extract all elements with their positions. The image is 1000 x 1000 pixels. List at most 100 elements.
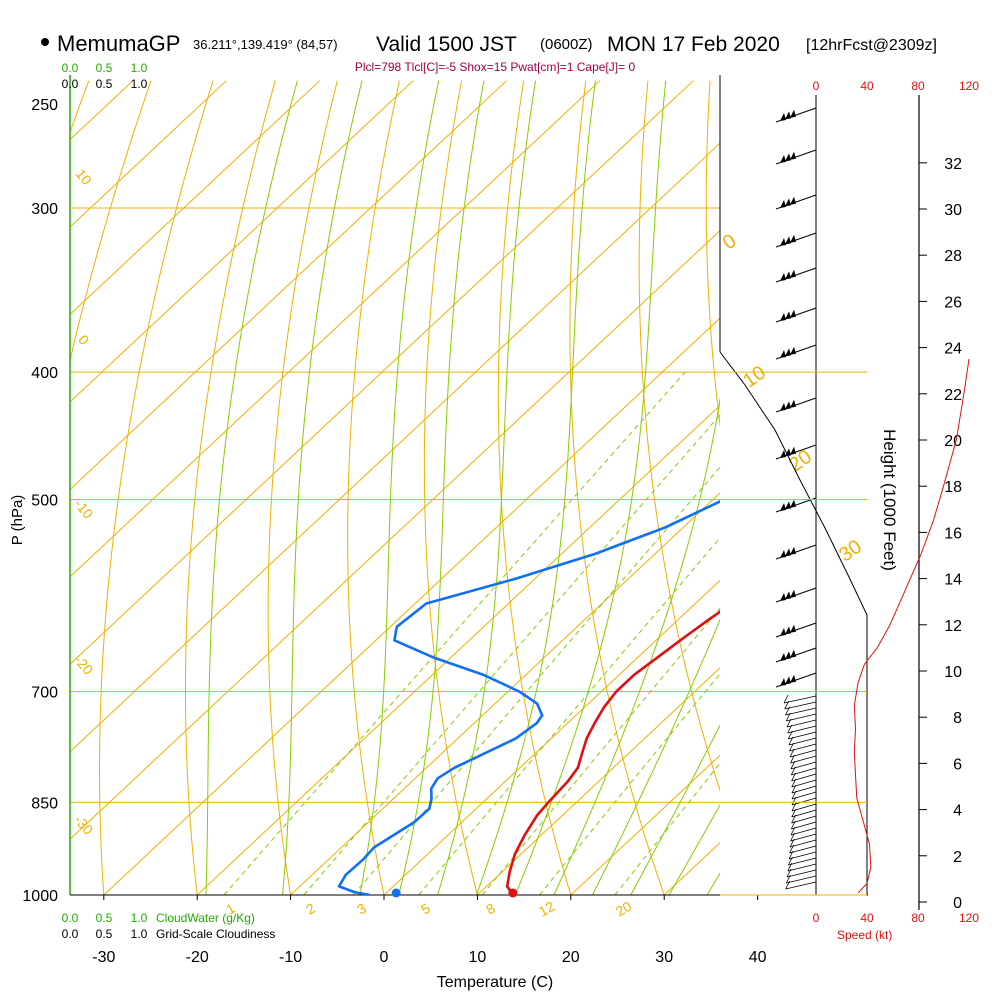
- dewpoint-line: [337, 500, 720, 895]
- mixing-ratio-label: 12: [536, 898, 558, 920]
- surface-temperature-marker: [508, 888, 518, 898]
- pressure-tick-label: 1000: [22, 888, 58, 905]
- wind-barb: [775, 647, 817, 663]
- station-name: MemumaGP: [57, 31, 180, 56]
- moist-adiabat-line: [205, 80, 298, 895]
- x-tick-label: 0: [380, 949, 389, 966]
- mixing-ratio-label: 20: [613, 898, 635, 920]
- wind-barb: [786, 868, 817, 878]
- height-tick-label: 16: [944, 525, 962, 542]
- dry-adiabat-label: 0: [75, 332, 92, 348]
- height-tick-label: 4: [953, 803, 962, 820]
- wind-barb: [791, 808, 817, 818]
- isotherm-line: [196, 404, 720, 895]
- wind-barb: [787, 862, 817, 872]
- wind-barb: [791, 796, 817, 806]
- pressure-tick-label: 500: [31, 492, 58, 509]
- height-tick-label: 24: [944, 341, 962, 358]
- height-tick-label: 6: [953, 756, 962, 773]
- zulu-time: (0600Z): [540, 36, 593, 53]
- cloudiness-bottom-tick: 0.5: [96, 927, 113, 941]
- isotherm-line: [70, 80, 321, 316]
- height-tick-label: 10: [944, 664, 962, 681]
- wind-barb: [775, 194, 817, 210]
- isotherm-line: [103, 317, 720, 895]
- height-tick-label: 8: [953, 710, 962, 727]
- dry-adiabat-line: [497, 80, 572, 895]
- moist-adiabat-line: [514, 80, 667, 895]
- speed-bottom-tick: 120: [959, 911, 979, 925]
- dry-adiabat-line: [959, 81, 1000, 923]
- wind-barb: [788, 856, 817, 866]
- height-tick-label: 22: [944, 387, 962, 404]
- x-tick-label: 10: [469, 949, 487, 966]
- wind-barb: [775, 544, 817, 560]
- wind-barb: [775, 307, 817, 323]
- wind-barb: [775, 672, 817, 688]
- cloudiness-top-tick: 0.5: [96, 77, 113, 91]
- speed-top-tick: 120: [959, 79, 979, 93]
- isotherm-line: [476, 667, 720, 895]
- isotherm-line: [70, 80, 414, 403]
- cw-top-tick: 1.0: [131, 61, 148, 75]
- mixing-ratio-label: 5: [418, 900, 433, 918]
- height-tick-label: 28: [944, 248, 962, 265]
- isotherm-line: [70, 80, 227, 228]
- pressure-tick-label: 400: [31, 365, 58, 382]
- moist-adiabat-line: [359, 80, 440, 895]
- isotherm-line: [289, 492, 720, 895]
- dry-adiabat-line: [99, 80, 214, 895]
- speed-top-tick: 80: [911, 79, 925, 93]
- station-marker-icon: [41, 38, 49, 46]
- dry-adiabat-line: [423, 80, 478, 895]
- height-tick-label: 30: [944, 202, 962, 219]
- dry-adiabat-line: [834, 81, 1000, 923]
- height-tick-label: 26: [944, 294, 962, 311]
- moist-adiabat-line: [398, 80, 485, 895]
- cloudiness-top-tick: 0.0: [62, 77, 79, 91]
- height-tick-label: 2: [953, 849, 962, 866]
- moist-adiabat-line: [281, 80, 363, 895]
- height-tick-label: 14: [944, 572, 962, 589]
- temperature-axis: -30 -20 -10 0 10 20 30 40: [92, 895, 767, 966]
- wind-barb: [775, 397, 817, 413]
- cw-bottom-tick: 0.5: [96, 911, 113, 925]
- cw-top-tick: 0.5: [96, 61, 113, 75]
- pressure-tick-label: 300: [31, 201, 58, 218]
- moist-adiabat-line: [437, 80, 537, 895]
- moist-adiabat-label: 10: [739, 362, 770, 393]
- speed-axis-label: Speed (kt): [837, 928, 892, 942]
- x-axis-title: Temperature (C): [437, 974, 553, 991]
- dry-adiabat-line: [70, 80, 152, 363]
- mixing-ratio-line: [481, 607, 720, 895]
- moist-adiabat-label: 0: [719, 230, 741, 254]
- cw-bottom-tick: 0.0: [62, 911, 79, 925]
- height-tick-label: 12: [944, 618, 962, 635]
- temperature-line: [505, 610, 720, 895]
- cw-bottom-tick: 1.0: [131, 911, 148, 925]
- height-tick-label: 32: [944, 156, 962, 173]
- isotherm-line: [70, 80, 601, 578]
- background-lines: [70, 80, 1000, 923]
- pressure-tick-label: 850: [31, 795, 58, 812]
- x-tick-label: 40: [749, 949, 767, 966]
- speed-bottom-tick: 0: [813, 911, 820, 925]
- wind-barb: [775, 587, 817, 603]
- y-axis-title: P (hPa): [9, 495, 26, 546]
- wind-barb: [775, 267, 817, 283]
- dry-adiabat-line: [184, 80, 276, 895]
- wind-barb: [783, 694, 817, 704]
- wind-barb: [775, 622, 817, 638]
- wind-barb: [790, 832, 817, 842]
- x-tick-label: 20: [562, 949, 580, 966]
- wind-barb: [791, 802, 817, 812]
- moist-adiabat-line: [630, 724, 720, 895]
- dry-adiabat-line: [638, 80, 720, 792]
- surface-dewpoint-marker: [391, 888, 401, 898]
- speed-top-tick: 40: [860, 79, 874, 93]
- dry-adiabat-label: 10: [73, 166, 95, 188]
- isotherm-line: [70, 80, 507, 491]
- speed-scale: 0 40 80 120 0 40 80 120 Speed (kt): [813, 79, 980, 942]
